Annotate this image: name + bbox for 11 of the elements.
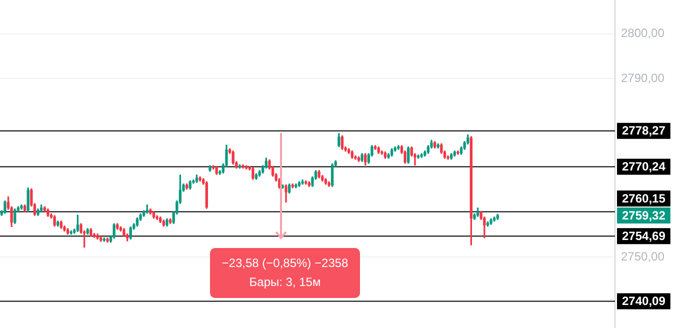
y-tick-label: 2790,00 [621,70,665,85]
ref-line-label: 2740,09 [622,294,666,308]
ref-line-label: 2770,24 [622,160,666,174]
ref-line-label: 2778,27 [622,124,666,138]
y-tick-label: 2750,00 [621,249,665,264]
ref-line-label: 2754,69 [622,228,666,243]
y-tick-label: 2800,00 [621,26,665,40]
annotation: −23,58 (−0,85%) −2358 [220,255,350,272]
text: 2759,32 [622,208,666,222]
annotation: Бары: 3, 15м [248,274,322,291]
ref-line-label: 2760,15 [622,191,666,206]
